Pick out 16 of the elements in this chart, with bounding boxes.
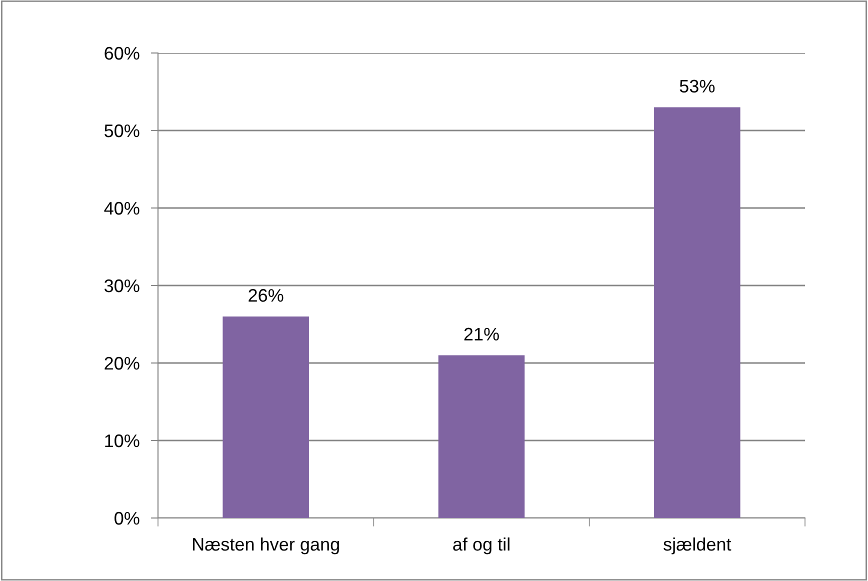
bar bbox=[222, 316, 309, 518]
y-tick-label: 0% bbox=[114, 512, 140, 525]
y-tick-label: 30% bbox=[104, 279, 140, 292]
y-tick-label: 40% bbox=[104, 202, 140, 215]
data-label: 53% bbox=[680, 80, 715, 93]
bar bbox=[438, 355, 525, 518]
data-label: 21% bbox=[464, 328, 499, 340]
x-tick-label: af og til bbox=[453, 537, 510, 554]
data-label: 26% bbox=[248, 289, 284, 302]
x-tick-label: sjældent bbox=[664, 537, 732, 554]
y-tick-label: 50% bbox=[104, 124, 140, 138]
y-tick-label: 10% bbox=[105, 434, 140, 448]
y-tick-label: 60% bbox=[104, 46, 140, 60]
x-tick-label: Næsten hver gang bbox=[193, 537, 339, 554]
bar bbox=[654, 107, 740, 518]
y-tick-label: 20% bbox=[104, 356, 140, 370]
